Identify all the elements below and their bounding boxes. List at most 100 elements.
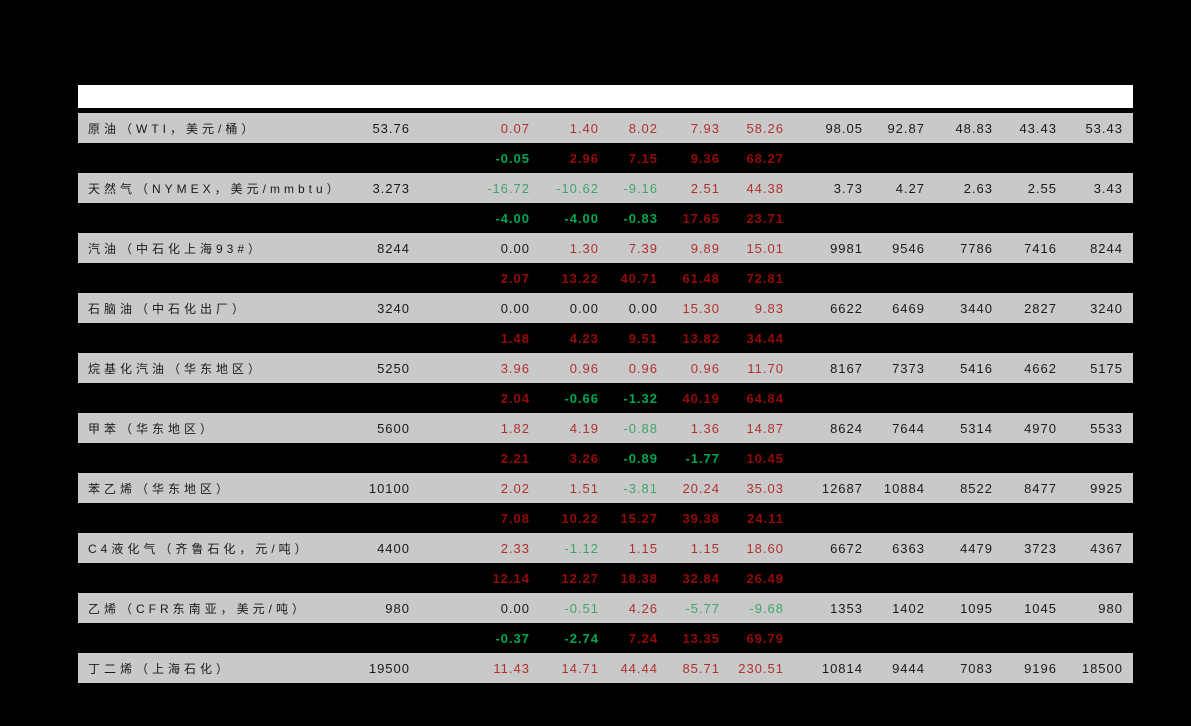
history-cell: 53.43 [1085,120,1123,136]
change-cell: -9.16 [623,180,658,196]
sub-change-cell: -4.00 [495,210,530,226]
change-cell: 14.87 [746,420,784,436]
history-cell: 5416 [960,360,993,376]
sub-change-cell: -0.83 [623,210,658,226]
change-cell: 1.82 [500,420,530,436]
history-cell: 4.27 [895,180,925,196]
sub-change-cell: 18.38 [620,570,658,586]
change-cell: 1.51 [569,480,599,496]
history-cell: 8244 [1090,240,1123,256]
history-cell: 9546 [892,240,925,256]
sub-change-cell: 24.11 [747,510,784,526]
sub-change-cell: 2.07 [500,270,530,286]
spot-price: 3240 [377,300,410,316]
change-cell: -16.72 [487,180,530,196]
sub-change-cell: 17.65 [682,210,720,226]
change-cell: 0.00 [500,240,530,256]
history-cell: 2827 [1024,300,1057,316]
history-cell: 5175 [1090,360,1123,376]
sub-change-cell: 4.23 [569,330,599,346]
history-cell: 6622 [830,300,863,316]
product-label: 乙烯（CFR东南亚，美元/吨） [88,601,308,616]
sub-change-cell: 2.04 [500,390,530,406]
history-cell: 3240 [1090,300,1123,316]
spot-price: 53.76 [372,120,410,136]
sub-change-cell: 32.84 [682,570,720,586]
spot-price: 980 [385,600,410,616]
sub-change-cell: 2.96 [569,150,599,166]
sub-change-cell: 69.79 [746,630,784,646]
history-cell: 43.43 [1019,120,1057,136]
change-cell: 4.19 [569,420,599,436]
history-cell: 48.83 [955,120,993,136]
product-label: 丁二烯（上海石化） [88,661,233,676]
change-cell: 0.00 [569,300,599,316]
history-cell: 4970 [1024,420,1057,436]
sub-change-cell: 10.45 [746,450,784,466]
sub-change-cell: 7.08 [500,510,530,526]
change-cell: 2.02 [500,480,530,496]
change-cell: -3.81 [623,480,658,496]
change-cell: 1.40 [569,120,599,136]
spot-price: 8244 [377,240,410,256]
change-cell: 9.89 [690,240,720,256]
history-cell: 6469 [892,300,925,316]
sub-change-cell: -1.32 [623,390,658,406]
spot-price: 19500 [368,660,410,676]
sub-row: -4.00 -4.00 -0.83 17.65 23.71 [78,203,1133,233]
product-label: 烷基化汽油（华东地区） [88,361,265,376]
table-row: 原油（WTI，美元/桶） 53.76 0.07 1.40 8.02 7.93 58.26 98… [78,113,1133,143]
table-row: 天然气（NYMEX，美元/mmbtu） 3.273 -16.72 -10.62 -9.1… [78,173,1133,203]
history-cell: 8522 [960,480,993,496]
history-cell: 7786 [960,240,993,256]
sub-row: 7.08 10.22 15.27 39.38 24.11 [78,503,1133,533]
history-cell: 8624 [830,420,863,436]
sub-change-cell: -1.77 [685,450,720,466]
table-row: 汽油（中石化上海93#） 8244 0.00 1.30 7.39 9.89 15.01 998… [78,233,1133,263]
sub-change-cell: 34.44 [746,330,784,346]
history-cell: 3.43 [1093,180,1123,196]
change-cell: 0.96 [690,360,720,376]
history-cell: 6672 [830,540,863,556]
sub-change-cell: 64.84 [746,390,784,406]
table-row: 丁二烯（上海石化） 19500 11.43 14.71 44.44 85.71 230.51… [78,653,1133,683]
table-row: 苯乙烯（华东地区） 10100 2.02 1.51 -3.81 20.24 35.03 126… [78,473,1133,503]
sub-row: -0.05 2.96 7.15 9.36 68.27 [78,143,1133,173]
change-cell: 11.43 [493,660,530,676]
history-cell: 1402 [892,600,925,616]
change-cell: 15.30 [682,300,720,316]
history-cell: 1353 [830,600,863,616]
spot-price: 5600 [377,420,410,436]
change-cell: 0.07 [500,120,530,136]
change-cell: 0.00 [500,600,530,616]
sub-change-cell: 2.21 [500,450,530,466]
change-cell: 0.96 [569,360,599,376]
table-row: 甲苯（华东地区） 5600 1.82 4.19 -0.88 1.36 14.87 8624 76… [78,413,1133,443]
change-cell: -5.77 [685,600,720,616]
change-cell: 4.26 [628,600,658,616]
product-label: C4液化气（齐鲁石化，元/吨） [88,541,311,556]
spot-price: 10100 [368,480,410,496]
product-label: 苯乙烯（华东地区） [88,481,233,496]
change-cell: 9.83 [754,300,784,316]
sub-change-cell: 26.49 [746,570,784,586]
history-cell: 3723 [1024,540,1057,556]
sub-change-cell: 13.82 [682,330,720,346]
sub-change-cell: 23.71 [746,210,784,226]
table-row: C4液化气（齐鲁石化，元/吨） 4400 2.33 -1.12 1.15 1.15 18.6… [78,533,1133,563]
sub-change-cell: 61.48 [682,270,720,286]
sub-row: -0.37 -2.74 7.24 13.35 69.79 [78,623,1133,653]
change-cell: 2.51 [690,180,720,196]
document-page: 原油（WTI，美元/桶） 53.76 0.07 1.40 8.02 7.93 58.26 98… [78,85,1133,683]
change-cell: 15.01 [746,240,784,256]
history-cell: 9925 [1090,480,1123,496]
history-cell: 9981 [830,240,863,256]
table-row: 乙烯（CFR东南亚，美元/吨） 980 0.00 -0.51 4.26 -5.77 -9.6… [78,593,1133,623]
history-cell: 9196 [1024,660,1057,676]
change-cell: 0.96 [628,360,658,376]
sub-change-cell: 9.51 [628,330,658,346]
change-cell: 230.51 [738,660,784,676]
history-cell: 98.05 [825,120,863,136]
history-cell: 92.87 [887,120,925,136]
